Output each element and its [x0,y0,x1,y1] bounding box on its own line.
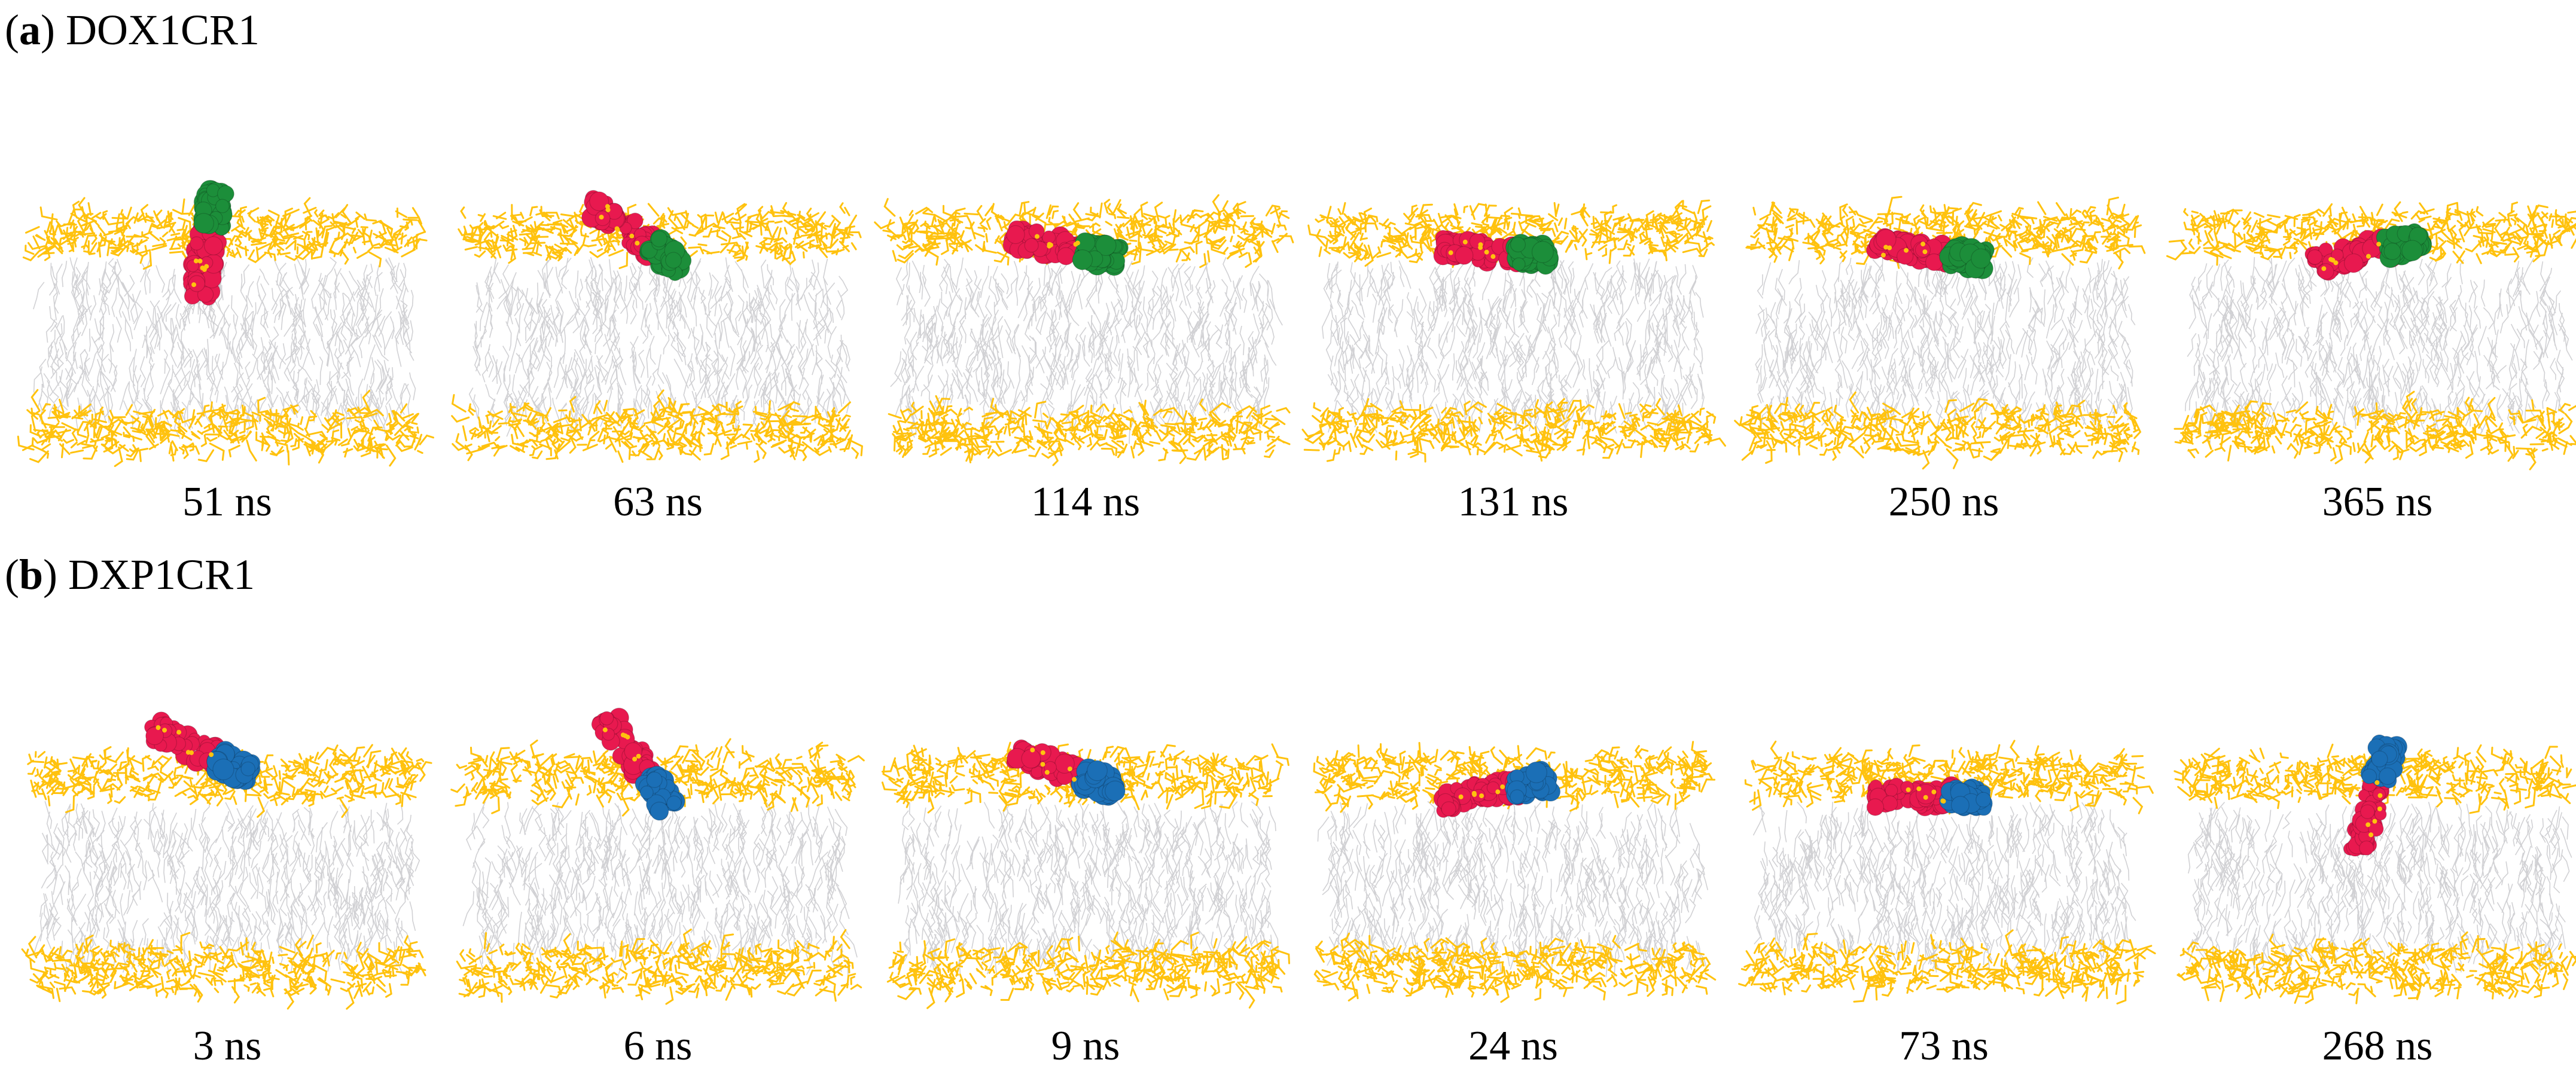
snapshot-51-ns: 51 ns [17,149,434,529]
membrane-snapshot [21,711,432,1010]
snapshot-365-ns: 365 ns [2166,149,2576,529]
molecule-cluster [1866,776,1993,817]
molecule-cluster [1865,228,1995,280]
snapshot-9-ns: 9 ns [881,694,1290,1073]
lipid-tails [898,801,1279,978]
snapshot-24-ns: 24 ns [1313,694,1717,1073]
time-label: 63 ns [613,479,703,525]
time-label: 131 ns [1458,479,1569,525]
snapshot-63-ns: 63 ns [451,149,863,529]
snapshot-250-ns: 250 ns [1734,149,2146,529]
membrane-snapshot [17,180,434,468]
lipid-tails [1752,801,2136,978]
molecule-cluster [144,711,261,790]
time-label: 250 ns [1888,479,1999,525]
molecule-cluster [2304,223,2432,281]
membrane-snapshot [1734,196,2146,470]
molecule-cluster [182,180,234,306]
membrane-snapshot [874,194,1294,466]
membrane-snapshot [881,739,1290,1009]
membrane-snapshot [1738,740,2156,1004]
molecule-cluster [1002,220,1129,276]
panel-a-title: (a) DOX1CR1 [5,6,260,54]
molecule-cluster [1433,761,1561,818]
time-label: 365 ns [2322,479,2433,525]
lipid-headgroups [2173,743,2576,1004]
lipid-headgroups [1738,740,2156,1004]
snapshot-3-ns: 3 ns [21,694,432,1073]
membrane-snapshot [2173,734,2576,1004]
lipid-tails [33,801,420,976]
lipid-headgroups [17,197,434,468]
lipid-tails [462,801,858,978]
time-label: 73 ns [1899,1023,1989,1069]
membrane-snapshot [451,190,863,463]
time-label: 51 ns [182,479,272,525]
membrane-snapshot [1313,741,1717,1003]
time-label: 114 ns [1031,479,1141,525]
time-label: 24 ns [1468,1023,1558,1069]
lipid-headgroups [21,744,432,1010]
snapshot-114-ns: 114 ns [874,149,1294,529]
membrane-snapshot [1301,199,1726,463]
time-label: 9 ns [1051,1023,1120,1069]
lipid-headgroups [1734,196,2146,470]
molecule-cluster [581,190,692,282]
time-label: 268 ns [2322,1023,2433,1069]
lipid-headgroups [451,201,863,463]
panel-b-title: (b) DXP1CR1 [5,551,255,598]
molecule-cluster [1006,739,1126,806]
lipid-headgroups [450,738,865,1005]
molecule-cluster [1433,230,1559,275]
snapshot-131-ns: 131 ns [1301,149,1726,529]
snapshot-6-ns: 6 ns [450,694,865,1073]
snapshot-73-ns: 73 ns [1738,694,2156,1073]
time-label: 3 ns [193,1023,262,1069]
molecule-cluster [591,707,685,821]
molecule-cluster [2343,734,2408,857]
lipid-tails [1321,256,1705,441]
time-label: 6 ns [623,1023,693,1069]
snapshot-268-ns: 268 ns [2173,694,2576,1073]
membrane-snapshot [2166,201,2576,471]
membrane-snapshot [450,707,865,1005]
